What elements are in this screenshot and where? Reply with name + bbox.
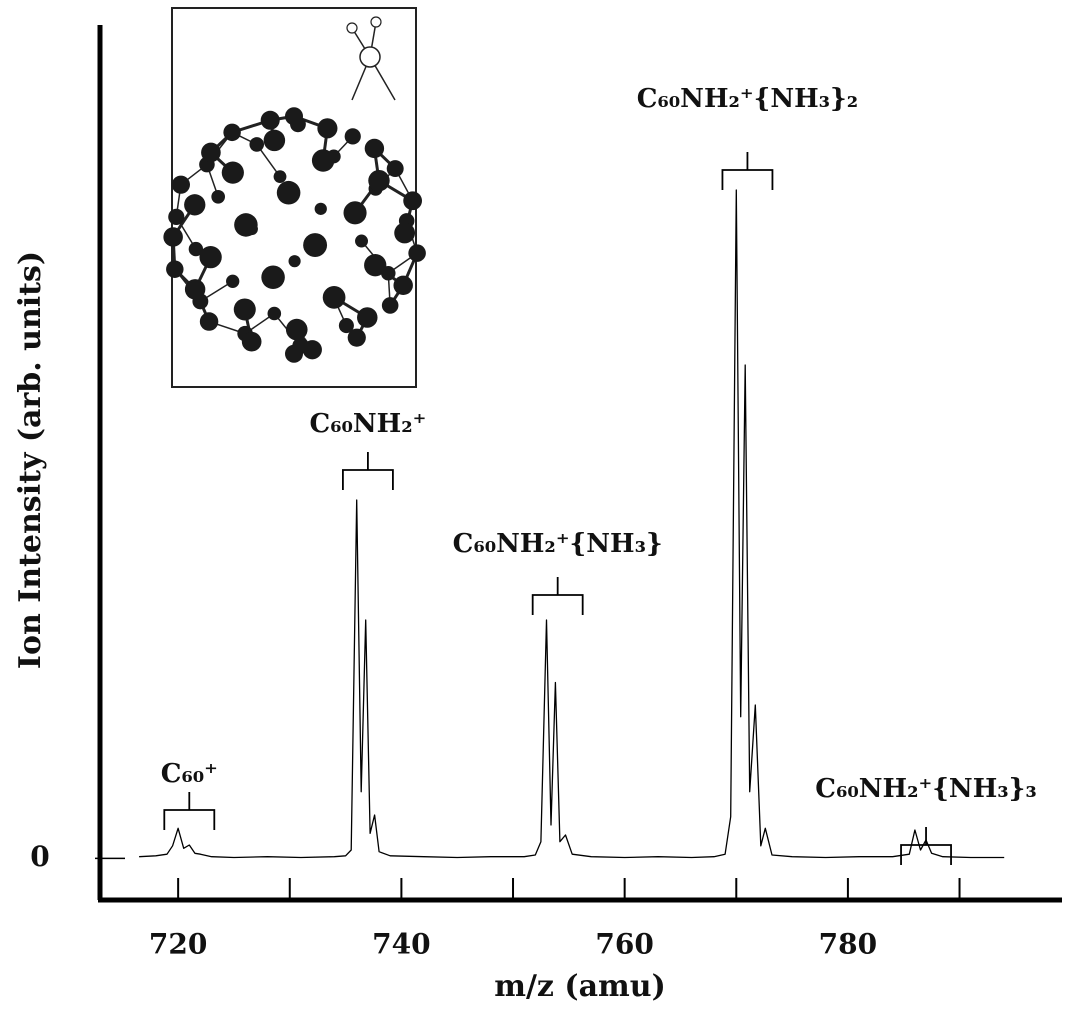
atom	[166, 260, 183, 277]
chart: Ion Intensity (arb. units) m/z (amu) 720…	[0, 0, 1073, 1010]
annotation-bracket	[901, 827, 951, 865]
annotation-bracket	[722, 152, 772, 190]
atom	[382, 297, 399, 314]
atom	[357, 307, 377, 327]
atom	[315, 203, 327, 215]
x-tick-label: 740	[372, 928, 430, 961]
atom	[222, 162, 244, 184]
atom	[303, 340, 322, 359]
atom	[226, 275, 239, 288]
atom	[286, 319, 308, 341]
atom-h	[347, 23, 357, 33]
y-axis-label: Ion Intensity (arb. units)	[13, 251, 48, 669]
atom	[344, 201, 367, 224]
atom	[242, 332, 262, 352]
atom	[234, 213, 258, 237]
atom	[211, 190, 225, 204]
x-tick-label: 720	[149, 928, 207, 961]
annotation-bracket	[343, 452, 393, 490]
atom	[387, 160, 404, 177]
annotation-label: C₆₀NH₂⁺	[309, 409, 426, 439]
atom	[199, 246, 221, 268]
annotation-label: C₆₀NH₂⁺{NH₃}₃	[815, 774, 1036, 804]
atom	[168, 209, 184, 225]
x-tick-label: 760	[595, 928, 653, 961]
atom	[364, 254, 386, 276]
atom	[185, 279, 205, 299]
atom	[403, 191, 422, 210]
atom	[394, 223, 415, 244]
atom-h	[371, 17, 381, 27]
atom	[285, 107, 303, 125]
x-tick-label: 780	[819, 928, 877, 961]
atom	[345, 128, 361, 144]
inset-molecule	[163, 8, 425, 387]
atom	[200, 312, 219, 331]
atom	[264, 130, 286, 152]
atom	[355, 235, 368, 248]
atom	[348, 329, 366, 347]
atom	[323, 286, 346, 309]
atom	[277, 181, 301, 205]
atom	[201, 143, 221, 163]
annotation-label: C₆₀⁺	[161, 759, 218, 789]
atom	[223, 124, 240, 141]
atom	[274, 170, 287, 183]
atom	[261, 111, 280, 130]
atom	[289, 255, 301, 267]
atom	[249, 137, 264, 152]
atom	[312, 149, 334, 171]
atom	[317, 118, 337, 138]
atom	[184, 194, 205, 215]
annotation-bracket	[533, 577, 583, 615]
atom	[393, 276, 412, 295]
annotation-label: C₆₀NH₂⁺{NH₃}	[453, 529, 663, 559]
annotation-label: C₆₀NH₂⁺{NH₃}₂	[637, 84, 858, 114]
atom	[365, 139, 384, 158]
atom	[303, 233, 327, 257]
atom	[163, 227, 183, 247]
atom-n	[360, 47, 380, 67]
atom	[261, 266, 285, 290]
y-tick-label: 0	[30, 840, 49, 873]
atom	[408, 244, 426, 262]
atom	[368, 170, 389, 191]
x-axis-label: m/z (amu)	[494, 969, 666, 1004]
atom	[285, 345, 303, 363]
atom	[268, 307, 282, 321]
annotation-bracket	[164, 792, 214, 830]
atom	[172, 176, 190, 194]
atom	[234, 298, 256, 320]
